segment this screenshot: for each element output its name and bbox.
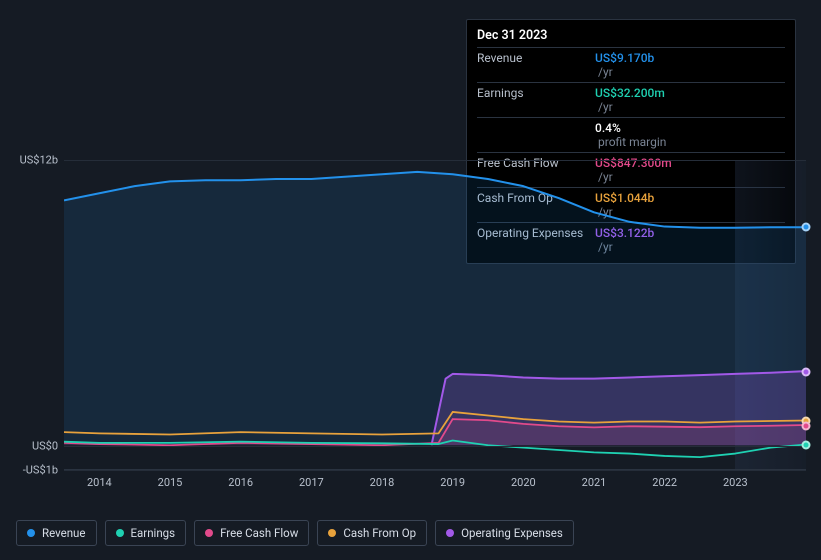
x-axis-tick-label: 2019 — [440, 476, 465, 489]
gridline — [64, 470, 806, 471]
tooltip-metric-value: US$32.200m — [595, 86, 665, 100]
x-axis-tick-label: 2022 — [652, 476, 677, 489]
gridline — [64, 160, 806, 161]
legend-dot-icon — [27, 529, 35, 537]
legend-label: Cash From Op — [343, 526, 416, 540]
legend-item-earnings[interactable]: Earnings — [105, 520, 187, 546]
legend-dot-icon — [205, 529, 213, 537]
tooltip-metric-label — [477, 121, 595, 149]
series-end-marker-opex — [802, 367, 811, 376]
legend-label: Operating Expenses — [461, 526, 563, 540]
gridline — [64, 446, 806, 447]
x-axis-tick-label: 2016 — [228, 476, 253, 489]
legend-item-revenue[interactable]: Revenue — [16, 520, 97, 546]
legend-item-cfo[interactable]: Cash From Op — [317, 520, 427, 546]
tooltip-date: Dec 31 2023 — [477, 26, 785, 47]
x-axis-tick-label: 2020 — [511, 476, 536, 489]
legend-label: Free Cash Flow — [220, 526, 298, 540]
chart-svg — [64, 160, 806, 469]
tooltip-row: RevenueUS$9.170b /yr — [477, 47, 785, 82]
x-axis-tick-label: 2014 — [87, 476, 112, 489]
y-axis-tick-label: -US$1b — [23, 464, 58, 477]
legend-dot-icon — [116, 529, 124, 537]
tooltip-metric-suffix: /yr — [598, 100, 613, 114]
legend-label: Earnings — [131, 526, 176, 540]
chart-plot[interactable] — [64, 160, 806, 470]
y-axis-tick-label: US$0 — [32, 440, 58, 453]
tooltip-metric-label: Earnings — [477, 86, 595, 114]
tooltip-metric-value: 0.4% — [595, 121, 666, 135]
series-end-marker-earnings — [802, 441, 811, 450]
x-axis-tick-label: 2023 — [723, 476, 748, 489]
x-axis-tick-label: 2018 — [370, 476, 395, 489]
tooltip-metric-value: US$9.170b — [595, 51, 654, 65]
x-axis-tick-label: 2015 — [158, 476, 183, 489]
x-axis-labels: 2014 2015 2016 2017 2018 2019 2020 2021 2022 2023 — [64, 476, 806, 494]
legend: Revenue Earnings Free Cash Flow Cash From O… — [16, 520, 574, 546]
legend-dot-icon — [328, 529, 336, 537]
legend-dot-icon — [446, 529, 454, 537]
x-axis-tick-label: 2021 — [582, 476, 607, 489]
tooltip-row: 0.4% profit margin — [477, 117, 785, 152]
legend-item-opex[interactable]: Operating Expenses — [435, 520, 574, 546]
legend-item-fcf[interactable]: Free Cash Flow — [194, 520, 309, 546]
x-axis-tick-label: 2017 — [299, 476, 324, 489]
tooltip-row: EarningsUS$32.200m /yr — [477, 82, 785, 117]
series-end-marker-fcf — [802, 421, 811, 430]
legend-label: Revenue — [42, 526, 86, 540]
tooltip-metric-label: Revenue — [477, 51, 595, 79]
tooltip-metric-suffix: profit margin — [598, 135, 666, 149]
series-end-marker-revenue — [802, 223, 811, 232]
y-axis-tick-label: US$12b — [20, 154, 58, 167]
tooltip-metric-suffix: /yr — [598, 65, 613, 79]
chart-area: US$12bUS$0-US$1b 20142015201620172018201… — [16, 160, 806, 500]
